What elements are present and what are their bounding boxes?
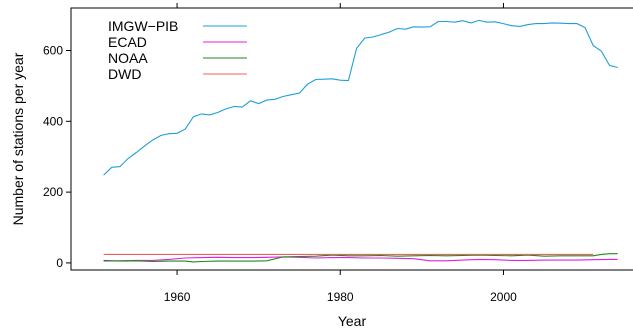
legend-label-dwd: DWD (108, 66, 141, 82)
x-tick-label: 1980 (327, 290, 354, 304)
x-tick-label: 2000 (490, 290, 517, 304)
plot-frame (70, 7, 633, 271)
series-line-ecad (103, 256, 618, 262)
legend-label-ecad: ECAD (108, 34, 147, 50)
y-tick-label: 600 (43, 43, 63, 57)
axes: 1960 1980 2000 0 200 400 600 (43, 3, 517, 304)
y-axis-title: Number of stations per year (10, 52, 26, 225)
legend-label-noaa: NOAA (108, 50, 148, 66)
x-axis-title: Year (338, 313, 367, 329)
y-tick-label: 0 (56, 256, 63, 270)
series-lines (103, 19, 618, 263)
x-tick-label: 1960 (164, 290, 191, 304)
series-line-imgw-pib (103, 19, 618, 176)
y-tick-label: 400 (43, 114, 63, 128)
y-tick-label: 200 (43, 185, 63, 199)
series-line-noaa (103, 253, 618, 263)
legend-label-imgw-pib: IMGW−PIB (108, 18, 178, 34)
